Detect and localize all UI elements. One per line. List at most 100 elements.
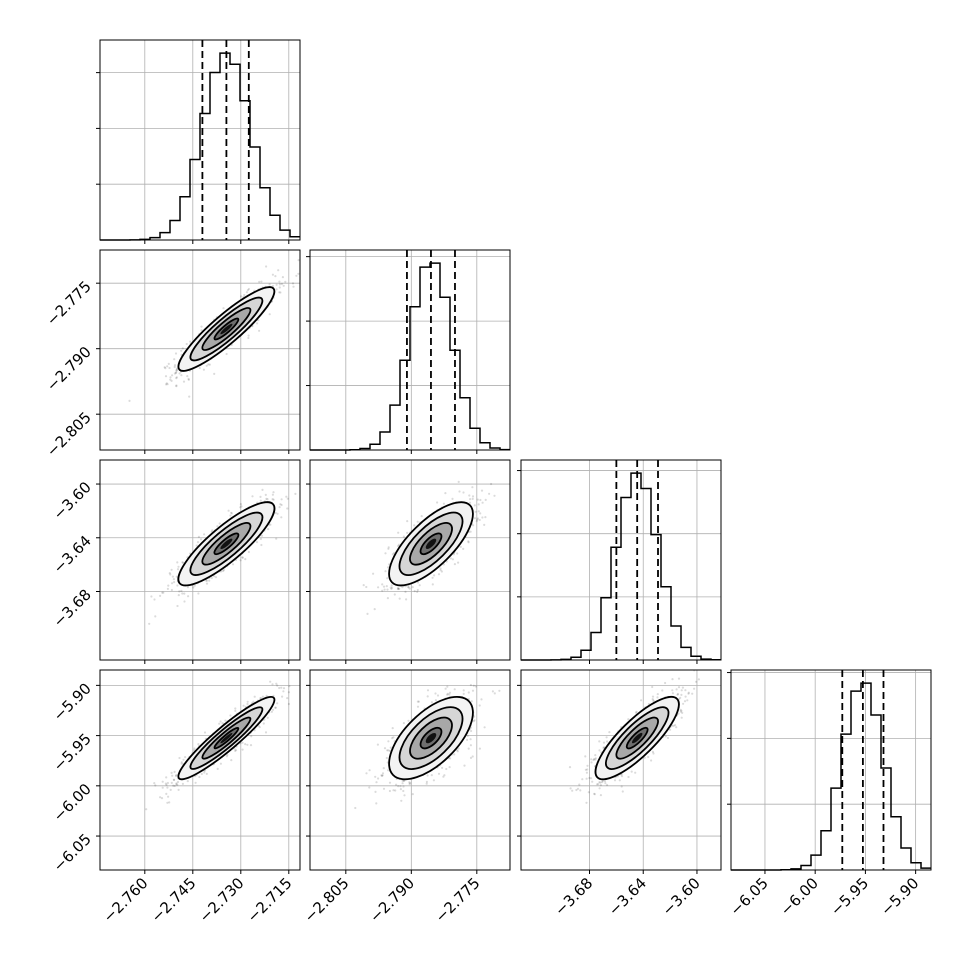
- sample-point: [671, 692, 675, 695]
- sample-point: [247, 287, 250, 291]
- sample-point: [474, 510, 477, 513]
- sample-point: [264, 731, 268, 734]
- sample-point: [214, 576, 218, 579]
- sample-point: [286, 507, 289, 510]
- sample-point: [170, 568, 173, 571]
- sample-point: [271, 708, 275, 711]
- sample-point: [398, 587, 401, 590]
- sample-point: [166, 587, 169, 591]
- sample-point: [593, 793, 596, 796]
- sample-point: [241, 556, 244, 559]
- sample-point: [278, 280, 281, 283]
- sample-point: [388, 789, 391, 793]
- sample-point: [451, 497, 454, 500]
- sample-point: [683, 700, 687, 703]
- sample-point: [387, 740, 390, 743]
- sample-point: [205, 579, 208, 582]
- sample-point: [671, 678, 674, 681]
- sample-point: [265, 265, 268, 268]
- sample-point: [294, 492, 297, 495]
- sample-point: [260, 543, 263, 547]
- sample-point: [498, 689, 501, 692]
- histogram-bars-4: [731, 682, 931, 871]
- sample-point: [234, 749, 237, 753]
- sample-point: [444, 492, 447, 495]
- sample-point: [200, 325, 203, 328]
- sample-point: [172, 778, 175, 781]
- sample-point: [286, 697, 289, 700]
- histogram-frame: [99, 39, 301, 241]
- sample-point: [402, 722, 405, 725]
- sample-point: [161, 786, 164, 789]
- sample-point: [208, 363, 211, 366]
- sample-point: [297, 259, 300, 262]
- sample-point: [493, 692, 496, 695]
- panel-frame: [99, 249, 301, 451]
- sample-point: [262, 722, 265, 725]
- sample-point: [271, 273, 274, 276]
- sample-point: [171, 582, 174, 585]
- sample-point: [219, 762, 222, 765]
- sample-point: [445, 767, 448, 771]
- sample-point: [389, 746, 392, 749]
- sample-point: [242, 704, 245, 707]
- sample-point: [247, 550, 250, 554]
- sample-point: [218, 522, 221, 525]
- sample-point: [177, 565, 180, 568]
- sample-point: [181, 592, 184, 595]
- sample-point: [230, 512, 233, 515]
- sample-point: [493, 494, 496, 497]
- sample-point: [173, 365, 176, 369]
- sample-point: [192, 586, 195, 589]
- sample-point: [675, 726, 678, 729]
- histogram-panel-3: [517, 459, 722, 664]
- sample-point: [381, 774, 384, 777]
- histogram-frame: [730, 669, 932, 871]
- sample-point: [268, 283, 271, 286]
- sample-point: [452, 553, 455, 556]
- histogram-panel-4: [727, 669, 932, 874]
- sample-point: [453, 563, 456, 566]
- scatter-panel-4-1: [96, 669, 301, 874]
- sample-point: [244, 558, 247, 561]
- sample-point: [222, 307, 225, 310]
- sample-point: [259, 499, 262, 502]
- sample-point: [239, 559, 242, 562]
- sample-point: [384, 552, 387, 555]
- sample-point: [354, 806, 357, 810]
- sample-point: [442, 563, 445, 566]
- sample-point: [390, 584, 393, 587]
- sample-point: [197, 592, 200, 595]
- sample-point: [443, 774, 446, 777]
- sample-point: [268, 313, 271, 316]
- sample-point: [148, 622, 151, 625]
- sample-point: [467, 540, 470, 543]
- panel-content: [100, 250, 300, 450]
- sample-point: [259, 537, 262, 541]
- sample-point: [183, 600, 186, 603]
- sample-point: [180, 374, 183, 377]
- density-peak: [220, 323, 233, 335]
- sample-point: [408, 781, 411, 784]
- sample-point: [186, 780, 189, 783]
- sample-point: [166, 786, 169, 789]
- sample-point: [163, 366, 166, 369]
- sample-point: [282, 690, 285, 693]
- sample-point: [193, 584, 196, 587]
- sample-point: [176, 604, 179, 608]
- sample-point: [463, 764, 466, 767]
- sample-point: [241, 748, 244, 751]
- sample-point: [426, 689, 430, 692]
- sample-point: [425, 782, 428, 785]
- sample-point: [490, 482, 493, 486]
- sample-point: [180, 762, 183, 765]
- sample-point: [472, 720, 475, 723]
- sample-point: [265, 694, 268, 697]
- sample-point: [205, 772, 208, 776]
- sample-point: [259, 697, 262, 700]
- sample-point: [230, 759, 233, 762]
- sample-point: [446, 692, 449, 695]
- sample-point: [172, 784, 175, 787]
- sample-point: [453, 688, 456, 691]
- sample-point: [185, 342, 188, 346]
